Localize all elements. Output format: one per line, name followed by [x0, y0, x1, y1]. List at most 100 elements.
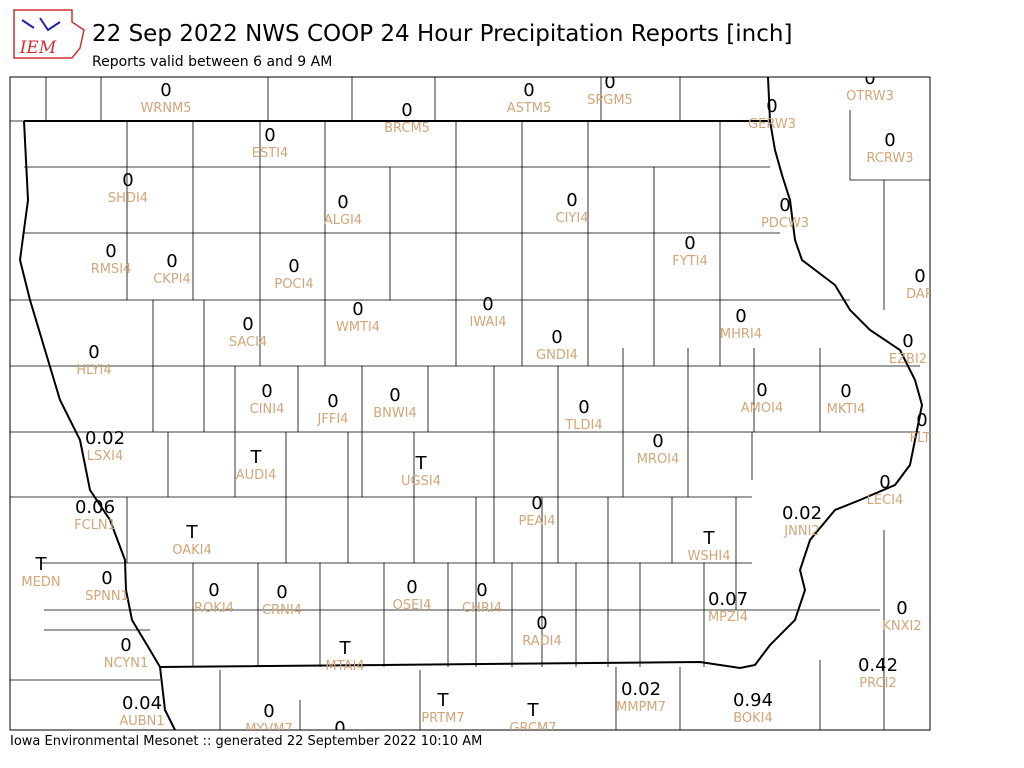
station-value: 0	[120, 635, 131, 656]
station-value: T	[527, 700, 540, 721]
station-value: 0	[604, 72, 615, 93]
station-id: RMSI4	[91, 262, 132, 277]
station-id: RCRW3	[866, 151, 913, 166]
station-id: TLDI4	[564, 418, 602, 433]
station-id: PDCW3	[761, 216, 809, 231]
station-id: FLTI	[910, 431, 935, 446]
station-id: AUDI4	[236, 468, 277, 483]
station-id: KNXI2	[882, 619, 921, 634]
station-id: EZBI2	[889, 352, 927, 367]
station-id: CKPI4	[153, 272, 191, 287]
map-frame	[9, 76, 931, 731]
station-value: 0	[879, 472, 890, 493]
station-value: 0	[327, 391, 338, 412]
station-id: RADI4	[522, 634, 562, 649]
station-value: 0	[896, 598, 907, 619]
station-id: NCYN1	[104, 656, 149, 671]
station-id: PRTM7	[421, 711, 464, 726]
subtitle: Reports valid between 6 and 9 AM	[92, 54, 332, 70]
station-value: 0.04	[122, 693, 162, 714]
station-value: 0	[263, 701, 274, 722]
logo: IEM	[13, 9, 85, 59]
station-id: GRCM7	[509, 721, 556, 736]
station-id: UGSI4	[401, 474, 441, 489]
county-lines	[10, 77, 930, 730]
station-id: GNDI4	[536, 348, 578, 363]
station-value: 0	[840, 381, 851, 402]
station-id: ALGI4	[324, 213, 362, 228]
station-id: SPNN1	[85, 589, 129, 604]
station-id: BOKI4	[733, 711, 773, 726]
station-id: MYVM7	[245, 722, 293, 737]
station-value: 0	[122, 170, 133, 191]
station-value: 0	[476, 580, 487, 601]
station-value: 0	[735, 306, 746, 327]
station-id: MHRI4	[720, 327, 762, 342]
station-id: OAKI4	[172, 543, 212, 558]
station-id: BRCM5	[384, 121, 430, 136]
station-value: T	[415, 453, 428, 474]
station-value: 0	[389, 385, 400, 406]
station-value: 0	[261, 381, 272, 402]
station-value: 0	[536, 613, 547, 634]
station-id: PEAI4	[518, 514, 555, 529]
station-value: 0	[902, 331, 913, 352]
station-value: 0.94	[733, 690, 773, 711]
station-id: SPGM5	[587, 93, 633, 108]
station-id: LSXI4	[87, 449, 124, 464]
title: 22 Sep 2022 NWS COOP 24 Hour Precipitati…	[92, 21, 792, 47]
station-value: T	[437, 690, 450, 711]
station-value: 0	[288, 256, 299, 277]
station-value: 0.07	[708, 589, 748, 610]
station-value: 0	[276, 582, 287, 603]
station-id: MKTI4	[827, 402, 866, 417]
station-id: FYTI4	[672, 254, 707, 269]
station-id: BNWI4	[373, 406, 417, 421]
station-value: T	[186, 522, 199, 543]
station-id: JFFI4	[317, 412, 349, 427]
station-id: PRCI2	[859, 676, 896, 691]
station-id: SACI4	[229, 335, 267, 350]
station-id: OSEI4	[393, 598, 432, 613]
station-value: T	[250, 447, 263, 468]
station-value: 0.06	[75, 497, 115, 518]
station-value: 0	[208, 580, 219, 601]
station-value: 0	[166, 251, 177, 272]
station-id: OTRW3	[846, 89, 894, 104]
logo-text: IEM	[19, 38, 57, 58]
station-id: WRNM5	[140, 101, 191, 116]
station-id: WMTI4	[336, 320, 380, 335]
station-value: 0.02	[782, 503, 822, 524]
